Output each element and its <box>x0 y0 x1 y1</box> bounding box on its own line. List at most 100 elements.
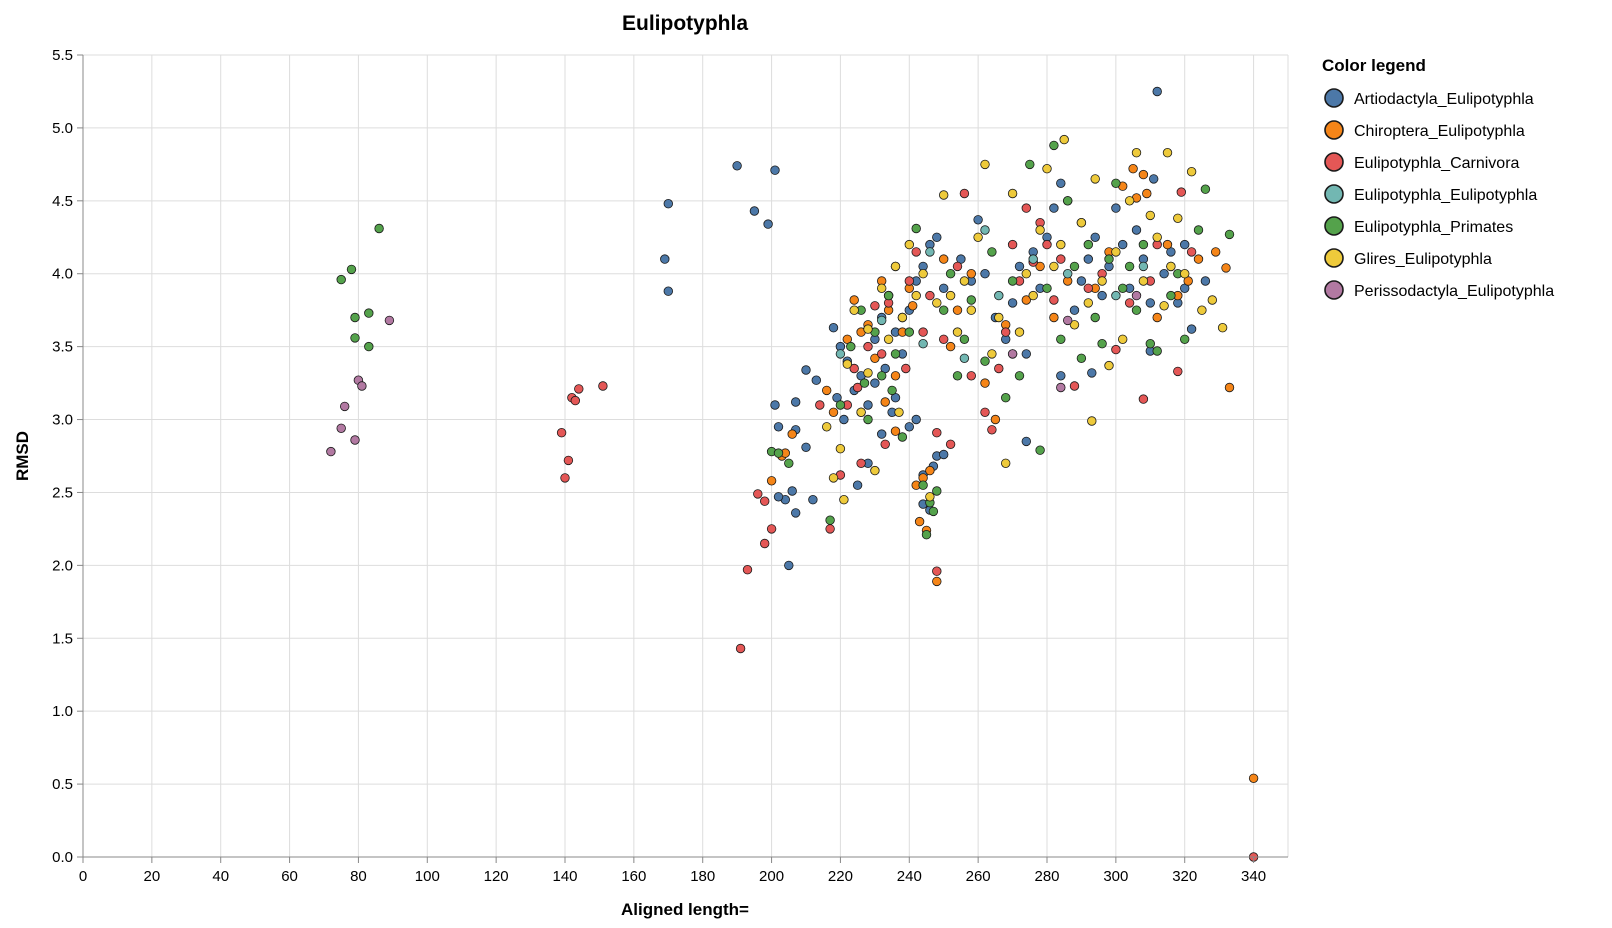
data-point <box>883 334 894 345</box>
data-point <box>870 465 880 476</box>
data-point <box>846 341 856 352</box>
data-point <box>773 422 784 432</box>
data-point <box>1069 305 1080 315</box>
data-point <box>822 385 832 396</box>
data-point <box>932 486 942 496</box>
data-point <box>877 283 887 294</box>
data-point <box>1142 188 1152 199</box>
data-point <box>742 565 753 575</box>
data-point <box>939 334 949 345</box>
x-tick-label: 60 <box>281 868 298 885</box>
y-tick-label: 3.0 <box>52 412 73 429</box>
data-point <box>784 560 794 571</box>
data-point <box>863 400 873 410</box>
legend-item: Eulipotyphla_Carnivora <box>1324 152 1520 172</box>
data-point <box>1007 349 1018 359</box>
data-point <box>1248 773 1259 784</box>
x-tick-label: 240 <box>897 868 922 885</box>
legend-item: Eulipotyphla_Primates <box>1324 216 1513 236</box>
data-point <box>766 476 777 486</box>
data-point <box>980 356 990 366</box>
data-point <box>563 455 574 466</box>
data-point <box>350 312 360 323</box>
data-point <box>939 190 949 200</box>
data-point <box>1197 305 1207 315</box>
data-point <box>897 432 908 442</box>
data-point <box>1186 247 1197 257</box>
data-point <box>990 414 1001 425</box>
data-point <box>808 495 818 505</box>
data-point <box>1111 290 1121 301</box>
data-point <box>749 206 760 216</box>
data-point <box>556 428 567 438</box>
data-point <box>863 368 873 378</box>
data-point <box>1131 290 1142 301</box>
data-point <box>932 566 942 576</box>
legend-swatch <box>1324 248 1344 268</box>
data-point <box>1152 86 1162 97</box>
legend-label: Eulipotyphla_Eulipotyphla <box>1354 187 1537 204</box>
data-point <box>883 290 894 301</box>
data-point <box>987 247 997 257</box>
legend-item: Artiodactyla_Eulipotyphla <box>1324 88 1534 108</box>
data-point <box>835 444 846 454</box>
data-point <box>791 508 801 518</box>
data-point <box>1173 213 1183 224</box>
data-point <box>932 576 942 587</box>
x-tick-label: 300 <box>1103 868 1128 885</box>
data-point <box>842 359 853 369</box>
data-point <box>980 269 990 279</box>
data-point <box>966 371 977 381</box>
data-point <box>1159 269 1169 279</box>
data-point <box>918 269 928 279</box>
legend-label: Eulipotyphla_Carnivora <box>1354 155 1520 172</box>
data-point <box>1162 239 1173 250</box>
data-point <box>959 276 970 286</box>
x-tick-label: 120 <box>484 868 509 885</box>
data-point <box>863 341 873 352</box>
data-point <box>663 198 674 209</box>
y-axis-title: RMSD <box>13 431 32 481</box>
data-point <box>945 290 956 301</box>
data-point <box>1056 382 1066 393</box>
data-point <box>1162 147 1173 158</box>
data-point <box>1007 298 1018 308</box>
x-tick-label: 320 <box>1172 868 1197 885</box>
data-point <box>870 378 880 388</box>
x-tick-label: 280 <box>1034 868 1059 885</box>
data-point <box>1025 159 1035 170</box>
data-point <box>1035 445 1045 455</box>
data-point <box>1049 295 1059 305</box>
data-point <box>952 261 963 272</box>
data-point <box>911 247 921 257</box>
data-point <box>1021 349 1032 359</box>
data-point <box>1056 371 1066 381</box>
data-point <box>560 473 570 483</box>
data-point <box>918 480 928 490</box>
data-points <box>326 86 1259 862</box>
data-point <box>980 225 990 235</box>
data-point <box>1117 239 1128 250</box>
data-point <box>959 353 970 364</box>
data-point <box>1176 187 1187 197</box>
data-point <box>350 435 360 445</box>
data-point <box>336 274 346 285</box>
data-point <box>787 429 797 439</box>
data-point <box>945 341 956 352</box>
data-point <box>1200 184 1211 194</box>
data-point <box>1001 393 1011 403</box>
data-point <box>364 308 374 318</box>
data-point <box>839 495 849 505</box>
data-point <box>1001 327 1011 337</box>
data-point <box>1097 276 1107 286</box>
data-point <box>1083 283 1094 294</box>
data-point <box>1042 163 1052 174</box>
data-point <box>1042 283 1052 294</box>
data-point <box>980 378 990 388</box>
legend-label: Eulipotyphla_Primates <box>1354 219 1513 236</box>
y-tick-label: 5.0 <box>52 120 73 137</box>
data-point <box>925 465 935 476</box>
y-tick-label: 4.5 <box>52 193 73 210</box>
data-point <box>1007 188 1018 199</box>
data-point <box>877 429 887 439</box>
